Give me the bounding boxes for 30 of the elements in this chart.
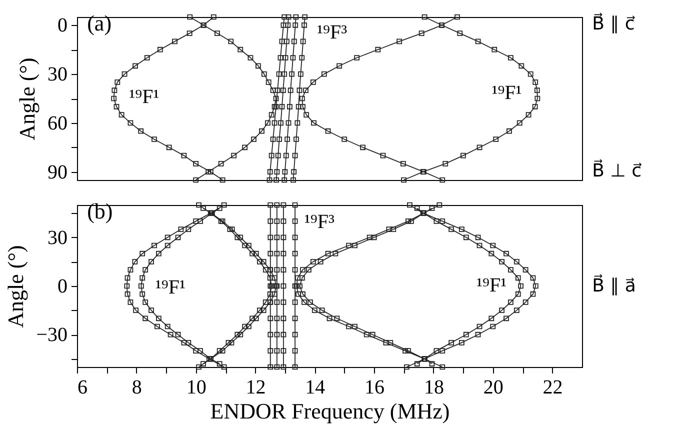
text: B⃗ ∥ c⃗ <box>592 12 636 35</box>
y-tick-label: 30 <box>48 226 68 249</box>
x-tick-label: 6 <box>78 376 88 398</box>
x-tick-label: 8 <box>132 376 142 398</box>
annotation: ¹⁹F¹ <box>129 86 160 108</box>
text: B⃗ ⊥ c⃗ <box>592 159 642 182</box>
x-tick-label: 16 <box>364 376 385 398</box>
annotation: (b) <box>87 198 113 224</box>
y-axis-title: Angle (°) <box>3 245 28 328</box>
annotation: (a) <box>87 10 112 36</box>
y-tick-label: 0 <box>58 276 68 298</box>
x-tick-label: 14 <box>305 376 326 398</box>
y-tick-label: −30 <box>36 324 68 346</box>
x-tick-label: 12 <box>246 376 266 398</box>
y-tick-label: 30 <box>48 64 68 86</box>
text: B⃗ ∥ a⃗ <box>592 274 636 296</box>
x-tick-label: 20 <box>483 376 504 398</box>
annotation: ¹⁹F³ <box>316 21 348 44</box>
x-tick-label: 18 <box>424 376 444 398</box>
y-tick-label: 0 <box>58 14 68 37</box>
y-tick-label: 60 <box>48 112 68 134</box>
y-tick-label: 90 <box>48 161 68 184</box>
annotation: ¹⁹F³ <box>304 211 334 234</box>
y-axis-title: Angle (°) <box>14 58 40 140</box>
x-axis-title: ENDOR Frequency (MHz) <box>210 398 450 424</box>
x-tick-label: 22 <box>542 376 563 398</box>
annotation: ¹⁹F¹ <box>155 276 186 298</box>
x-tick-label: 10 <box>186 376 206 398</box>
annotation: ¹⁹F¹ <box>492 82 522 104</box>
annotation: ¹⁹F¹ <box>476 274 507 297</box>
